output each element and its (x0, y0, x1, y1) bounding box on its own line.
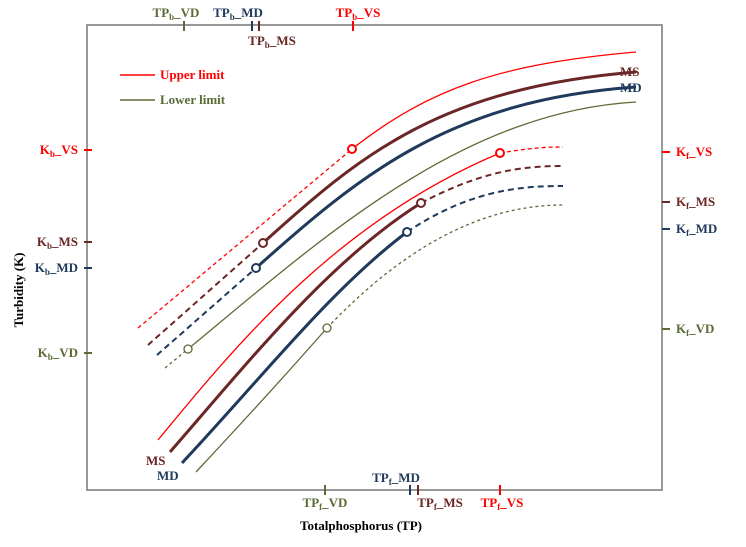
left-tick-label: Kb_MS (37, 234, 78, 251)
lower-limit-top-curve (187, 101, 637, 350)
breakpoint-marker (402, 227, 412, 237)
md-bottom-dashed (406, 185, 564, 233)
legend-upper-label: Upper limit (160, 67, 225, 82)
lower-limit-bottom-dashed (326, 204, 564, 329)
top-tick-label: TPb_VD (153, 5, 200, 22)
md-bottom-label: MD (157, 468, 179, 483)
ms-top-label: MS (620, 64, 640, 79)
right-tick-label: Kf_VS (676, 144, 712, 161)
plot-frame (86, 24, 663, 491)
breakpoint-marker (495, 148, 505, 158)
tick-group: Kb_VS Kb_MS Kb_MD Kb_VD Kf_VS Kf_MS Kf_MD Kf_VD… (35, 5, 718, 512)
left-tick-label: Kb_VS (40, 142, 78, 159)
breakpoint-marker (183, 344, 193, 354)
top-tick-label: TPb_MS (248, 33, 296, 50)
breakpoint-marker (347, 144, 357, 154)
right-tick-label: Kf_MS (676, 194, 715, 211)
md-top-dashed (156, 267, 257, 356)
breakpoint-marker (322, 323, 332, 333)
md-bottom-curve (180, 230, 408, 465)
ms-bottom-dashed (420, 165, 564, 204)
lower-limit-top-dashed (164, 348, 189, 369)
y-axis-label: Turbidity (K) (11, 252, 26, 327)
upper-limit-top-curve (351, 51, 637, 150)
ms-top-dashed (147, 242, 264, 346)
breakpoint-marker (251, 263, 261, 273)
ms-bottom-curve (168, 201, 422, 453)
top-tick-label: TPb_MD (213, 5, 263, 22)
upper-limit-top-dashed (137, 148, 353, 329)
bottom-tick-label: TPf_MD (372, 470, 420, 487)
bottom-tick-label: TPf_VD (303, 495, 348, 512)
lower-limit-bottom-curve (195, 327, 328, 473)
md-top-label: MD (620, 80, 642, 95)
bottom-tick-label: TPf_VS (481, 495, 524, 512)
md-top-curve (255, 85, 637, 270)
bottom-tick-label: TPf_MS (417, 495, 463, 512)
right-tick-label: Kf_VD (676, 321, 714, 338)
left-tick-label: Kb_MD (35, 260, 78, 277)
upper-limit-bottom-curve (157, 152, 501, 441)
x-axis-label: Totalphosphorus (TP) (300, 518, 422, 533)
top-tick-label: TPb_VS (336, 5, 381, 22)
ms-bottom-label: MS (146, 453, 166, 468)
breakpoint-marker (258, 238, 268, 248)
upper-limit-bottom-dashed (499, 146, 564, 154)
ms-top-curve (261, 70, 637, 245)
left-tick-label: Kb_VD (38, 345, 78, 362)
legend-lower-label: Lower limit (160, 92, 226, 107)
right-tick-label: Kf_MD (676, 221, 717, 238)
breakpoint-marker (416, 198, 426, 208)
